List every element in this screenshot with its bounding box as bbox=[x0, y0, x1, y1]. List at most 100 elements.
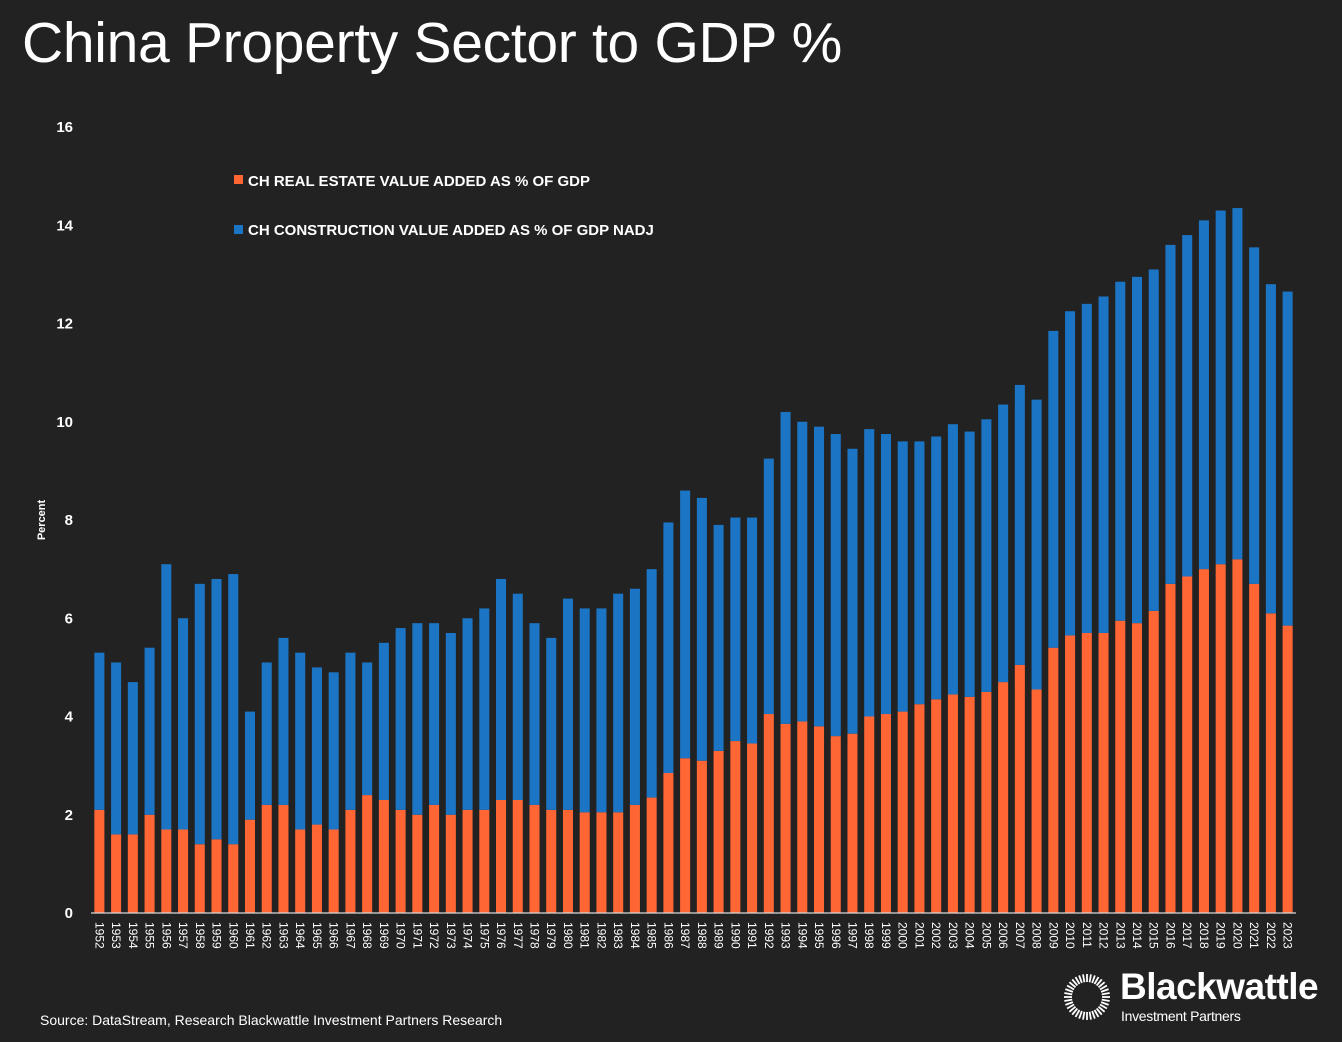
x-tick-label: 2011 bbox=[1080, 922, 1094, 948]
bar-real-estate-1962 bbox=[261, 804, 272, 913]
bar-real-estate-1964 bbox=[295, 829, 306, 913]
bar-construction-1998 bbox=[864, 429, 875, 717]
bar-construction-1983 bbox=[613, 593, 624, 813]
x-tick-label: 2021 bbox=[1247, 922, 1261, 949]
x-tick-label: 1953 bbox=[109, 922, 123, 949]
bar-construction-1975 bbox=[479, 608, 490, 810]
x-tick-label: 2013 bbox=[1113, 922, 1127, 949]
bar-construction-2002 bbox=[931, 436, 942, 700]
logo-ray bbox=[1066, 1003, 1075, 1010]
x-tick-label: 2018 bbox=[1197, 922, 1211, 949]
x-tick-label: 1976 bbox=[494, 922, 508, 949]
bar-construction-1987 bbox=[680, 490, 691, 759]
x-tick-label: 2012 bbox=[1097, 922, 1111, 949]
bar-construction-2007 bbox=[1014, 384, 1025, 665]
x-tick-label: 1955 bbox=[143, 922, 157, 949]
bar-construction-1957 bbox=[178, 618, 189, 830]
x-tick-label: 1965 bbox=[310, 922, 324, 949]
bar-real-estate-1971 bbox=[412, 814, 423, 913]
x-tick-label: 2014 bbox=[1130, 922, 1144, 949]
bar-construction-1960 bbox=[228, 574, 239, 845]
x-tick-label: 1987 bbox=[678, 922, 692, 949]
bar-real-estate-2002 bbox=[931, 699, 942, 913]
bar-construction-1992 bbox=[763, 458, 774, 715]
logo-name: Blackwattle bbox=[1120, 966, 1319, 1007]
x-tick-label: 1977 bbox=[511, 922, 525, 949]
x-tick-label: 1957 bbox=[176, 922, 190, 949]
logo-ray bbox=[1091, 975, 1096, 984]
x-tick-label: 2016 bbox=[1164, 922, 1178, 949]
bar-real-estate-1997 bbox=[847, 733, 858, 913]
bar-real-estate-1987 bbox=[680, 758, 691, 913]
x-tick-label: 1993 bbox=[779, 922, 793, 949]
bar-construction-1952 bbox=[94, 652, 105, 810]
x-tick-label: 1958 bbox=[193, 922, 207, 949]
x-tick-label: 1985 bbox=[645, 922, 659, 949]
bar-real-estate-2009 bbox=[1048, 647, 1059, 913]
x-tick-label: 1996 bbox=[829, 922, 843, 949]
x-tick-label: 1970 bbox=[394, 922, 408, 949]
bar-real-estate-1991 bbox=[747, 743, 758, 913]
bar-real-estate-1986 bbox=[663, 772, 674, 913]
x-tick-label: 1992 bbox=[762, 922, 776, 949]
bar-construction-1981 bbox=[579, 608, 590, 813]
bar-construction-2016 bbox=[1165, 244, 1176, 584]
bar-real-estate-2020 bbox=[1232, 559, 1243, 913]
logo-ray bbox=[1095, 1007, 1103, 1016]
x-tick-label: 2001 bbox=[912, 922, 926, 949]
x-tick-label: 2017 bbox=[1180, 922, 1194, 949]
x-tick-label: 1978 bbox=[528, 922, 542, 949]
bar-real-estate-1979 bbox=[546, 809, 557, 913]
bar-construction-1969 bbox=[378, 642, 389, 801]
bar-real-estate-2010 bbox=[1065, 635, 1076, 913]
bar-real-estate-2012 bbox=[1098, 632, 1109, 913]
bar-construction-1982 bbox=[596, 608, 607, 813]
x-tick-label: 1990 bbox=[728, 922, 742, 949]
x-tick-label: 1969 bbox=[377, 922, 391, 949]
bar-construction-1996 bbox=[830, 434, 841, 737]
bar-construction-1953 bbox=[111, 662, 122, 835]
y-tick-label: 14 bbox=[56, 217, 73, 234]
x-tick-label: 1983 bbox=[611, 922, 625, 949]
bar-real-estate-1973 bbox=[445, 814, 456, 913]
x-tick-label: 1963 bbox=[277, 922, 291, 949]
x-tick-label: 1989 bbox=[712, 922, 726, 949]
x-tick-label: 1979 bbox=[544, 922, 558, 949]
x-tick-label: 2006 bbox=[996, 922, 1010, 949]
bar-real-estate-2023 bbox=[1282, 625, 1293, 913]
bar-real-estate-1952 bbox=[94, 809, 105, 913]
bar-real-estate-1967 bbox=[345, 809, 356, 913]
bar-real-estate-1972 bbox=[429, 804, 440, 913]
bar-construction-1973 bbox=[445, 632, 456, 815]
logo-ray bbox=[1082, 1011, 1086, 1020]
x-tick-label: 1961 bbox=[243, 922, 257, 949]
source-note: Source: DataStream, Research Blackwattle… bbox=[40, 1012, 503, 1028]
bar-real-estate-1959 bbox=[211, 839, 222, 913]
bar-construction-2014 bbox=[1131, 276, 1143, 624]
x-tick-label: 1971 bbox=[410, 922, 424, 949]
x-tick-label: 1999 bbox=[879, 922, 893, 949]
x-tick-label: 2004 bbox=[963, 922, 977, 949]
bar-real-estate-1982 bbox=[596, 812, 607, 913]
bar-real-estate-1969 bbox=[378, 800, 389, 913]
bar-construction-1977 bbox=[512, 593, 523, 801]
y-tick-label: 16 bbox=[56, 119, 73, 136]
y-axis-ticks: 0 2 4 6 8 10 12 14 16 bbox=[56, 119, 73, 922]
legend-swatch-construction bbox=[234, 225, 243, 234]
x-tick-label: 1986 bbox=[661, 922, 675, 949]
x-tick-label: 1995 bbox=[812, 922, 826, 949]
bar-real-estate-1965 bbox=[311, 824, 322, 913]
bar-construction-1980 bbox=[562, 598, 573, 810]
bar-real-estate-1970 bbox=[395, 809, 406, 913]
bar-construction-1966 bbox=[328, 672, 339, 830]
bar-construction-2017 bbox=[1182, 235, 1193, 577]
x-tick-label: 2007 bbox=[1013, 922, 1027, 949]
logo-ray bbox=[1101, 992, 1110, 996]
bar-construction-2010 bbox=[1065, 311, 1076, 636]
y-tick-label: 10 bbox=[56, 414, 73, 431]
bar-real-estate-2021 bbox=[1249, 583, 1260, 913]
x-tick-label: 1962 bbox=[260, 922, 274, 949]
logo-ray bbox=[1101, 998, 1110, 1002]
bar-real-estate-2019 bbox=[1215, 564, 1226, 913]
bar-construction-2019 bbox=[1215, 210, 1226, 565]
